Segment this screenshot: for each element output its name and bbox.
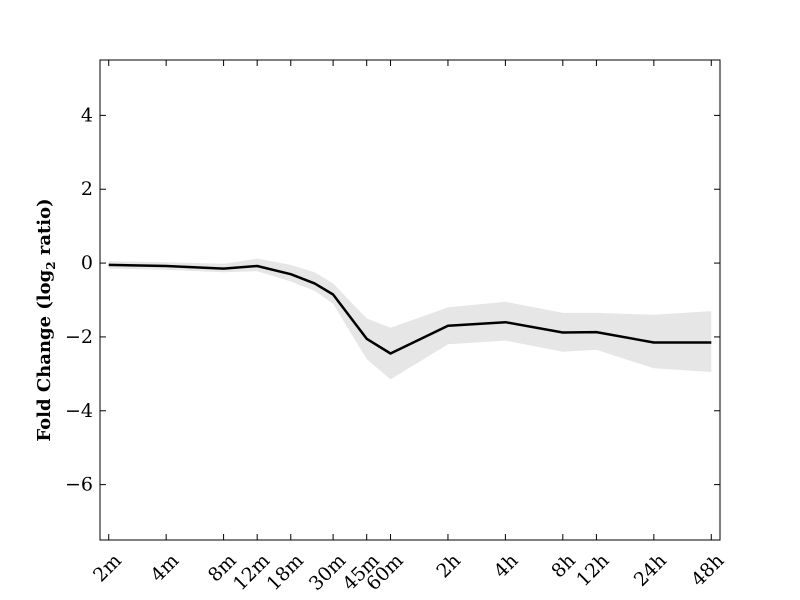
y-tick-label: −2 — [65, 326, 93, 348]
y-tick-label: 2 — [81, 178, 93, 200]
y-tick-label: −4 — [65, 400, 93, 422]
y-tick-label: 4 — [81, 104, 93, 126]
y-tick-label: −6 — [65, 474, 93, 496]
y-axis-ticks: 4 2 0 −2 −4 −6 — [65, 104, 720, 496]
y-axis-title: Fold Change (log2 ratio) — [34, 198, 58, 441]
y-axis-title-tail: ratio) — [34, 198, 55, 261]
y-axis-title-subscript: 2 — [44, 261, 58, 269]
series-line-layer — [108, 263, 712, 355]
confidence-band-layer — [108, 258, 712, 380]
y-axis-title-main: Fold Change (log — [34, 269, 55, 441]
mean-fold-change-line — [108, 263, 712, 355]
plot-frame — [99, 59, 721, 541]
y-tick-label: 0 — [81, 252, 93, 274]
confidence-band — [108, 258, 712, 380]
